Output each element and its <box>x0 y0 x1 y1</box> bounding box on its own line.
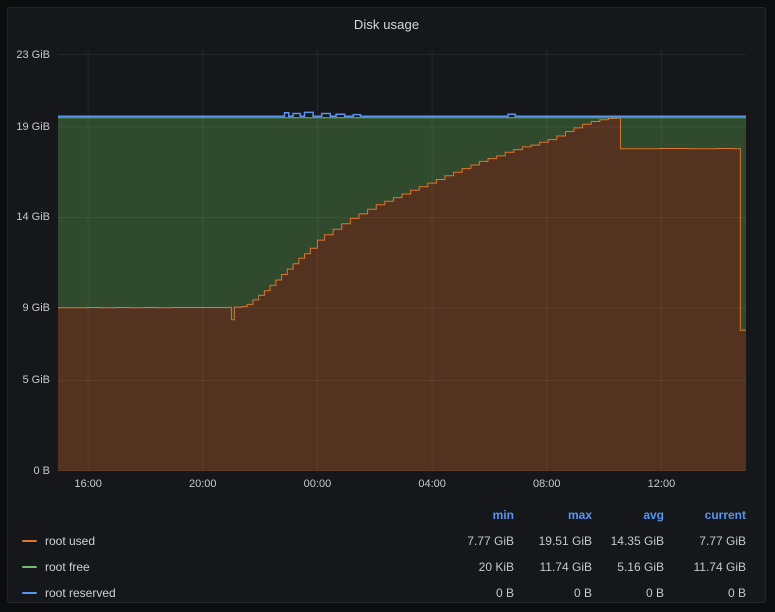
x-axis: 16:00 20:00 00:00 04:00 08:00 12:00 <box>58 477 746 493</box>
legend-header-max[interactable]: max <box>567 508 592 522</box>
legend-row-root-used: root used 7.77 GiB 19.51 GiB 14.35 GiB 7… <box>22 528 746 554</box>
legend-header-current[interactable]: current <box>704 508 746 522</box>
stat-avg: 0 B <box>645 586 664 600</box>
panel-header[interactable]: Disk usage <box>8 8 765 40</box>
time-series-chart[interactable] <box>58 50 746 471</box>
stat-max: 0 B <box>573 586 592 600</box>
series-color-swatch <box>22 566 37 568</box>
stat-max: 19.51 GiB <box>538 534 592 548</box>
x-tick-label: 12:00 <box>647 478 676 490</box>
x-tick-label: 08:00 <box>533 478 561 490</box>
y-tick-label: 5 GiB <box>22 374 50 387</box>
series-name: root free <box>45 560 90 574</box>
legend-table: min max avg current root used 7.77 GiB 1… <box>22 502 746 606</box>
panel-title: Disk usage <box>353 16 420 32</box>
legend-header-row: min max avg current <box>22 502 746 528</box>
x-tick-label: 20:00 <box>189 478 217 490</box>
legend-row-root-reserved: root reserved 0 B 0 B 0 B 0 B <box>22 580 746 606</box>
series-color-swatch <box>22 592 37 594</box>
x-tick-label: 16:00 <box>74 478 102 490</box>
disk-usage-panel: Disk usage 0 B 5 GiB 9 GiB 14 GiB 19 GiB 23 G… <box>7 7 766 603</box>
legend-header-min[interactable]: min <box>492 508 514 522</box>
y-tick-label: 9 GiB <box>22 302 50 315</box>
stat-min: 0 B <box>495 586 514 600</box>
series-color-swatch <box>22 540 37 542</box>
legend-row-root-free: root free 20 KiB 11.74 GiB 5.16 GiB 11.7… <box>22 554 746 580</box>
y-tick-label: 23 GiB <box>16 48 50 61</box>
y-tick-label: 14 GiB <box>16 211 50 224</box>
y-tick-label: 19 GiB <box>16 120 50 133</box>
stat-avg: 5.16 GiB <box>617 560 664 574</box>
legend-series-toggle[interactable]: root used <box>22 534 434 548</box>
stat-avg: 14.35 GiB <box>610 534 664 548</box>
stat-min: 7.77 GiB <box>467 534 514 548</box>
chart-area: 0 B 5 GiB 9 GiB 14 GiB 19 GiB 23 GiB 16:00 20:… <box>8 8 765 500</box>
series-name: root reserved <box>45 586 116 600</box>
stat-current: 7.77 GiB <box>699 534 746 548</box>
stat-current: 0 B <box>727 586 746 600</box>
legend-header-avg[interactable]: avg <box>643 508 664 522</box>
stat-max: 11.74 GiB <box>539 560 592 574</box>
x-tick-label: 00:00 <box>303 478 332 490</box>
x-tick-label: 04:00 <box>418 478 446 490</box>
series-name: root used <box>45 534 96 548</box>
stat-current: 11.74 GiB <box>693 560 746 574</box>
legend-series-toggle[interactable]: root free <box>22 560 434 574</box>
y-tick-label: 0 B <box>33 465 50 477</box>
y-axis: 0 B 5 GiB 9 GiB 14 GiB 19 GiB 23 GiB <box>8 48 58 477</box>
legend-series-toggle[interactable]: root reserved <box>22 586 434 600</box>
stat-min: 20 KiB <box>478 560 514 574</box>
